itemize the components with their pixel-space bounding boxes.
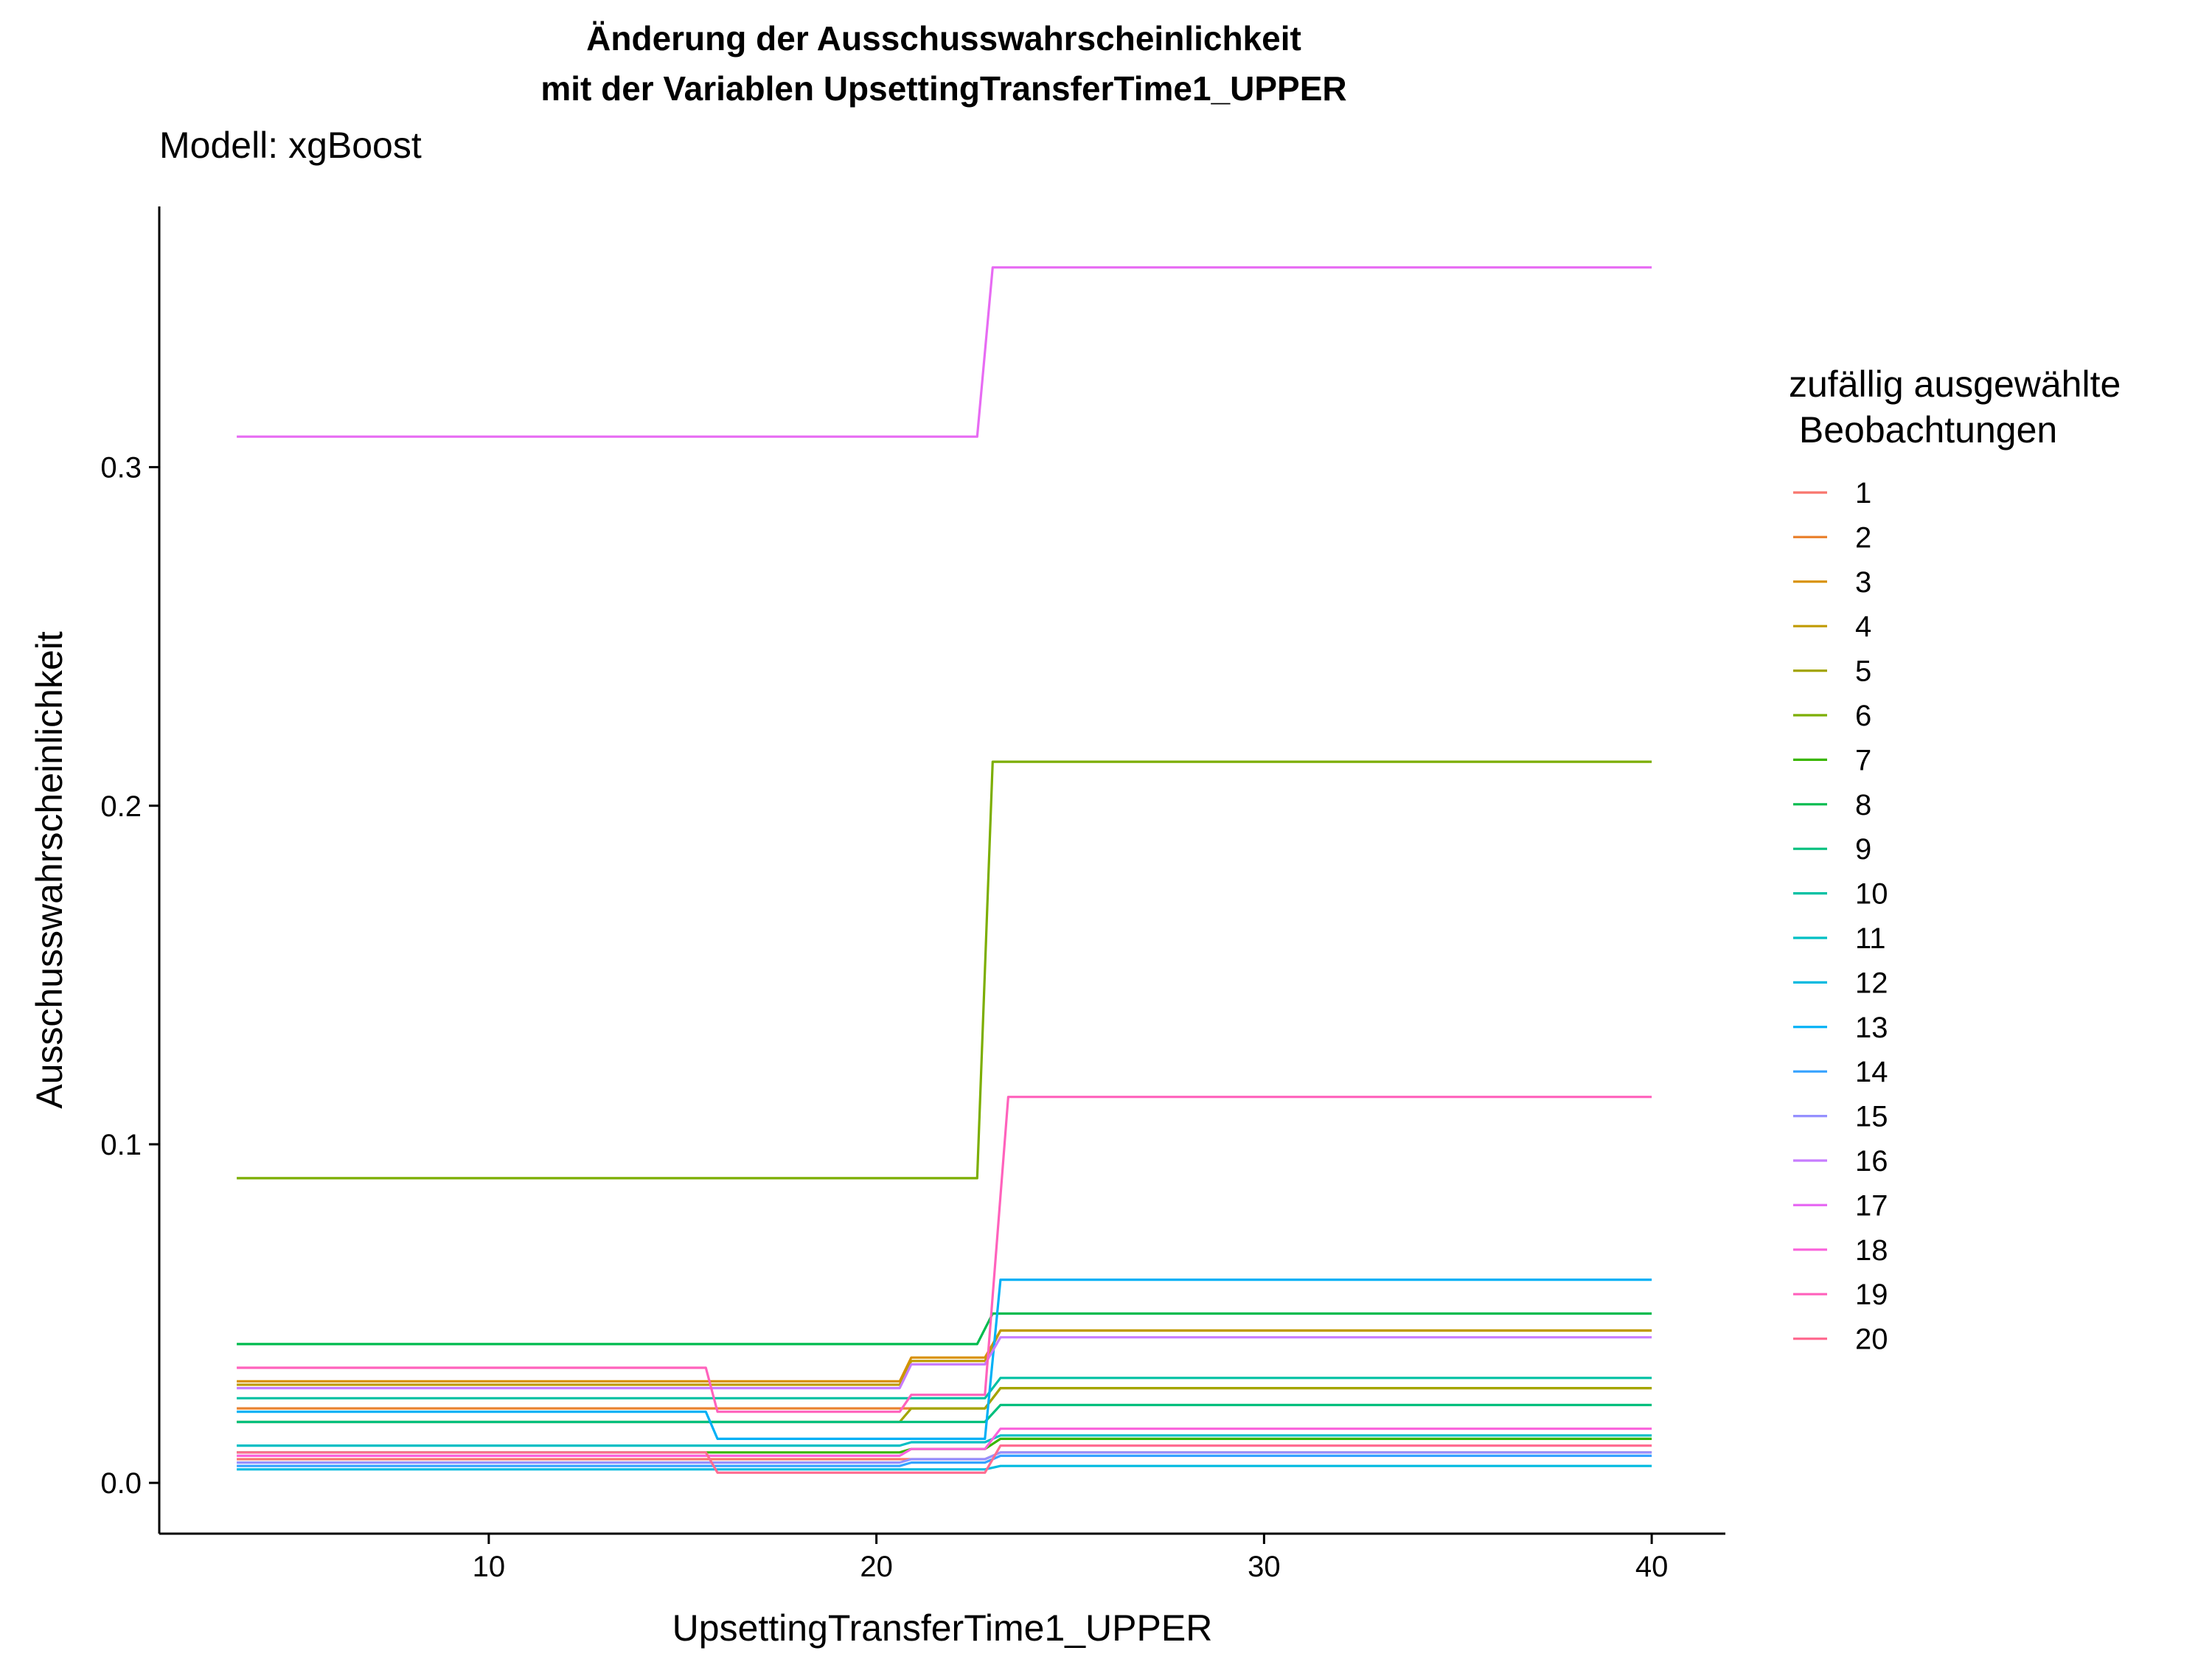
series-line-19 bbox=[237, 1096, 1652, 1413]
legend-title-line-2: Beobachtungen bbox=[1789, 409, 2057, 451]
x-tick-label: 30 bbox=[1248, 1551, 1281, 1583]
series-line-17 bbox=[237, 266, 1652, 438]
series-line-4 bbox=[237, 1329, 1652, 1386]
y-tick-label: 0.2 bbox=[100, 790, 142, 823]
legend-label: 16 bbox=[1855, 1145, 1888, 1178]
legend-item-5: 5 bbox=[1793, 655, 1871, 688]
legend-item-18: 18 bbox=[1793, 1234, 1888, 1267]
x-ticks: 10 20 30 40 bbox=[473, 1534, 1669, 1583]
legend-label: 20 bbox=[1855, 1324, 1888, 1356]
y-tick-label: 0.1 bbox=[100, 1129, 142, 1161]
legend-item-4: 4 bbox=[1793, 611, 1871, 643]
legend-title-line-1: zufällig ausgewählte bbox=[1789, 364, 2121, 405]
x-tick-label: 40 bbox=[1635, 1551, 1669, 1583]
series-line-16 bbox=[237, 1336, 1652, 1390]
legend-item-14: 14 bbox=[1793, 1056, 1888, 1088]
legend-item-11: 11 bbox=[1793, 922, 1886, 955]
series-line-6 bbox=[237, 760, 1652, 1180]
legend-label: 17 bbox=[1855, 1189, 1888, 1222]
series-line-13 bbox=[237, 1278, 1652, 1441]
legend-label: 1 bbox=[1855, 477, 1871, 509]
legend-label: 12 bbox=[1855, 967, 1888, 999]
x-tick-label: 20 bbox=[860, 1551, 893, 1583]
series-line-11 bbox=[237, 1434, 1652, 1447]
legend-item-8: 8 bbox=[1793, 789, 1871, 821]
y-tick-label: 0.3 bbox=[100, 452, 142, 484]
legend-label: 6 bbox=[1855, 700, 1871, 732]
legend-item-19: 19 bbox=[1793, 1279, 1888, 1311]
y-axis-title: Ausschusswahrscheinlichkeit bbox=[29, 631, 70, 1109]
legend-item-17: 17 bbox=[1793, 1189, 1888, 1222]
legend-label: 15 bbox=[1855, 1101, 1888, 1133]
legend-label: 9 bbox=[1855, 833, 1871, 866]
legend-item-7: 7 bbox=[1793, 744, 1871, 776]
x-tick-label: 10 bbox=[473, 1551, 506, 1583]
series-layer bbox=[237, 266, 1652, 1474]
legend-label: 19 bbox=[1855, 1279, 1888, 1311]
series-line-7 bbox=[237, 1437, 1652, 1454]
legend-item-12: 12 bbox=[1793, 967, 1888, 999]
series-line-15 bbox=[237, 1451, 1652, 1464]
legend-item-3: 3 bbox=[1793, 566, 1871, 599]
legend-label: 3 bbox=[1855, 566, 1871, 599]
legend-label: 5 bbox=[1855, 655, 1871, 688]
legend-item-20: 20 bbox=[1793, 1324, 1888, 1356]
legend-label: 10 bbox=[1855, 878, 1888, 911]
y-ticks: 0.0 0.1 0.2 0.3 bbox=[100, 452, 159, 1500]
y-tick-label: 0.0 bbox=[100, 1467, 142, 1500]
legend-item-10: 10 bbox=[1793, 878, 1888, 911]
series-line-20 bbox=[237, 1444, 1652, 1474]
legend-label: 4 bbox=[1855, 611, 1871, 643]
series-line-10 bbox=[237, 1377, 1652, 1399]
series-line-9 bbox=[237, 1403, 1652, 1424]
legend-item-16: 16 bbox=[1793, 1145, 1888, 1178]
legend-item-1: 1 bbox=[1793, 477, 1871, 509]
legend-item-15: 15 bbox=[1793, 1101, 1888, 1133]
legend-label: 13 bbox=[1855, 1012, 1888, 1044]
legend-label: 8 bbox=[1855, 789, 1871, 821]
series-line-12 bbox=[237, 1464, 1652, 1471]
legend-label: 18 bbox=[1855, 1234, 1888, 1267]
legend-item-13: 13 bbox=[1793, 1012, 1888, 1044]
legend-label: 11 bbox=[1855, 922, 1886, 955]
chart-title-line-1: Änderung der Ausschusswahrscheinlichkeit bbox=[586, 19, 1301, 58]
x-axis-title: UpsettingTransferTime1_UPPER bbox=[672, 1607, 1213, 1649]
legend-item-9: 9 bbox=[1793, 833, 1871, 866]
legend-item-6: 6 bbox=[1793, 700, 1871, 732]
legend-label: 14 bbox=[1855, 1056, 1888, 1088]
legend-label: 2 bbox=[1855, 521, 1871, 554]
legend-item-2: 2 bbox=[1793, 521, 1871, 554]
legend-label: 7 bbox=[1855, 744, 1871, 776]
chart-title-line-2: mit der Variablen UpsettingTransferTime1… bbox=[540, 69, 1346, 108]
series-line-14 bbox=[237, 1454, 1652, 1467]
chart-subtitle: Modell: xgBoost bbox=[159, 125, 422, 166]
